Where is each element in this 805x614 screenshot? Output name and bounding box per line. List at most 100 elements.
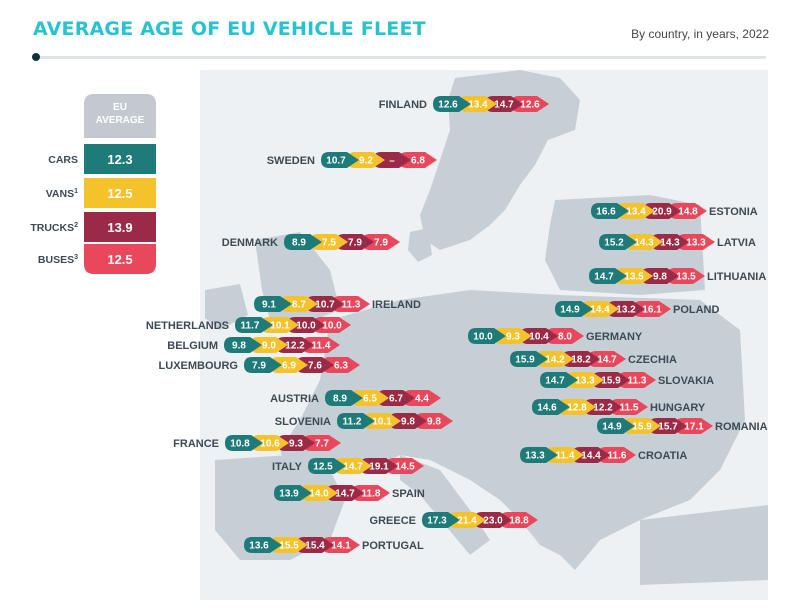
bar-latvia-vans bbox=[625, 234, 663, 250]
bar-hungary-vans bbox=[558, 399, 596, 415]
country-label-romania: ROMANIA bbox=[715, 421, 768, 433]
bar-netherlands-vans bbox=[261, 317, 299, 333]
value-label-netherlands-buses: 10.0 bbox=[322, 321, 342, 332]
bar-poland-cars bbox=[555, 301, 593, 317]
value-label-romania-cars: 14.9 bbox=[602, 422, 622, 433]
value-label-sweden-cars: 10.7 bbox=[326, 156, 346, 167]
value-label-romania-vans: 15.9 bbox=[632, 422, 652, 433]
value-label-greece-buses: 18.8 bbox=[509, 516, 529, 527]
bar-greece-trucks bbox=[474, 512, 512, 528]
country-row: 13.3 11.4 14.4 11.6 CROATIA bbox=[520, 447, 687, 463]
country-label-lithuania: LITHUANIA bbox=[707, 271, 766, 283]
bar-croatia-trucks bbox=[572, 447, 610, 463]
value-label-france-buses: 7.7 bbox=[315, 439, 329, 450]
bar-ireland-vans bbox=[280, 296, 318, 312]
country-label-czechia: CZECHIA bbox=[628, 354, 677, 366]
country-label-finland: FINLAND bbox=[379, 99, 427, 111]
legend: EU AVERAGE 12.3 CARS 12.5 VANS1 13.9 TRUCKS2 12.… bbox=[30, 94, 156, 274]
value-label-netherlands-vans: 10.1 bbox=[270, 321, 290, 332]
value-label-latvia-buses: 13.3 bbox=[686, 238, 706, 249]
value-label-hungary-cars: 14.6 bbox=[537, 403, 557, 414]
legend-swatch-vans bbox=[84, 178, 156, 208]
country-row: 9.1 8.7 10.7 11.3 IRELAND bbox=[254, 296, 421, 312]
chart-title: AVERAGE AGE OF EU VEHICLE FLEET bbox=[33, 18, 426, 40]
value-label-sweden-buses: 6.8 bbox=[411, 156, 425, 167]
bar-belgium-buses bbox=[302, 337, 340, 353]
legend-label-buses: BUSES3 bbox=[38, 254, 78, 266]
country-label-spain: SPAIN bbox=[392, 488, 425, 500]
bar-germany-trucks bbox=[520, 328, 558, 344]
bar-spain-vans bbox=[300, 485, 338, 501]
value-label-spain-vans: 14.0 bbox=[309, 489, 329, 500]
bar-slovakia-cars bbox=[540, 372, 578, 388]
country-label-italy: ITALY bbox=[272, 461, 303, 473]
bar-poland-trucks bbox=[607, 301, 645, 317]
value-label-germany-cars: 10.0 bbox=[473, 332, 493, 343]
country-row: 15.2 14.3 14.3 13.3 LATVIA bbox=[599, 234, 756, 250]
country-row: 10.8 10.6 9.3 7.7 FRANCE bbox=[173, 435, 341, 451]
value-label-denmark-trucks: 7.9 bbox=[348, 238, 362, 249]
value-label-austria-cars: 8.9 bbox=[333, 394, 347, 405]
bar-luxembourg-trucks bbox=[296, 357, 334, 373]
country-label-croatia: CROATIA bbox=[638, 450, 687, 462]
value-label-poland-buses: 16.1 bbox=[642, 305, 662, 316]
value-label-croatia-vans: 11.4 bbox=[556, 451, 575, 462]
bar-croatia-vans bbox=[546, 447, 584, 463]
value-label-romania-buses: 17.1 bbox=[684, 422, 704, 433]
bar-germany-vans bbox=[494, 328, 532, 344]
map-continent bbox=[280, 290, 745, 560]
country-label-france: FRANCE bbox=[173, 438, 219, 450]
bar-france-buses bbox=[303, 435, 341, 451]
country-row: 11.7 10.1 10.0 10.0 NETHERLANDS bbox=[146, 317, 351, 333]
value-label-slovakia-buses: 11.3 bbox=[628, 376, 647, 387]
bar-germany-buses bbox=[546, 328, 584, 344]
country-rows: 12.6 13.4 14.7 12.6 FINLAND 10.7 9.2 – 6.8 SWEDEN… bbox=[146, 96, 768, 553]
bar-latvia-trucks bbox=[651, 234, 689, 250]
value-label-czechia-cars: 15.9 bbox=[515, 355, 535, 366]
country-row: 12.5 14.7 19.1 14.5 ITALY bbox=[272, 458, 424, 474]
bar-germany-cars bbox=[468, 328, 506, 344]
bar-lithuania-cars bbox=[589, 268, 627, 284]
bar-slovakia-buses bbox=[618, 372, 656, 388]
country-row: 12.6 13.4 14.7 12.6 FINLAND bbox=[379, 96, 549, 112]
value-label-ireland-trucks: 10.7 bbox=[315, 300, 335, 311]
value-label-luxembourg-trucks: 7.6 bbox=[308, 361, 322, 372]
legend-header-line2: AVERAGE bbox=[96, 115, 145, 126]
value-label-spain-trucks: 14.7 bbox=[335, 489, 355, 500]
bar-italy-buses bbox=[386, 458, 424, 474]
country-label-denmark: DENMARK bbox=[222, 237, 278, 249]
legend-eu-value-vans: 12.5 bbox=[107, 186, 132, 201]
value-label-italy-buses: 14.5 bbox=[395, 462, 415, 473]
legend-label-trucks: TRUCKS2 bbox=[30, 222, 78, 234]
bar-czechia-vans bbox=[536, 351, 574, 367]
bar-spain-trucks bbox=[326, 485, 364, 501]
value-label-slovakia-trucks: 15.9 bbox=[601, 376, 621, 387]
bar-romania-cars bbox=[597, 418, 635, 434]
country-label-luxembourg: LUXEMBOURG bbox=[159, 360, 238, 372]
country-label-ireland: IRELAND bbox=[372, 299, 421, 311]
country-label-portugal: PORTUGAL bbox=[362, 540, 424, 552]
bar-croatia-cars bbox=[520, 447, 558, 463]
bar-estonia-buses bbox=[669, 203, 707, 219]
bar-italy-cars bbox=[308, 458, 346, 474]
map-turkey bbox=[640, 505, 768, 585]
country-label-austria: AUSTRIA bbox=[270, 393, 319, 405]
value-label-spain-cars: 13.9 bbox=[279, 489, 299, 500]
value-label-greece-cars: 17.3 bbox=[427, 516, 447, 527]
value-label-poland-cars: 14.9 bbox=[560, 305, 580, 316]
legend-label-cars: CARS bbox=[48, 154, 78, 166]
bar-portugal-trucks bbox=[296, 537, 334, 553]
bar-netherlands-trucks bbox=[287, 317, 325, 333]
bar-portugal-cars bbox=[244, 537, 282, 553]
value-label-greece-trucks: 23.0 bbox=[483, 516, 503, 527]
value-label-latvia-trucks: 14.3 bbox=[660, 238, 680, 249]
value-label-luxembourg-cars: 7.9 bbox=[252, 361, 266, 372]
value-label-spain-buses: 11.8 bbox=[362, 489, 381, 500]
map-ireland bbox=[205, 284, 248, 330]
value-label-estonia-vans: 13.4 bbox=[626, 207, 646, 218]
bar-lithuania-vans bbox=[615, 268, 653, 284]
value-label-denmark-buses: 7.9 bbox=[374, 238, 388, 249]
legend-eu-value-trucks: 13.9 bbox=[107, 220, 132, 235]
bar-austria-vans bbox=[351, 390, 389, 406]
